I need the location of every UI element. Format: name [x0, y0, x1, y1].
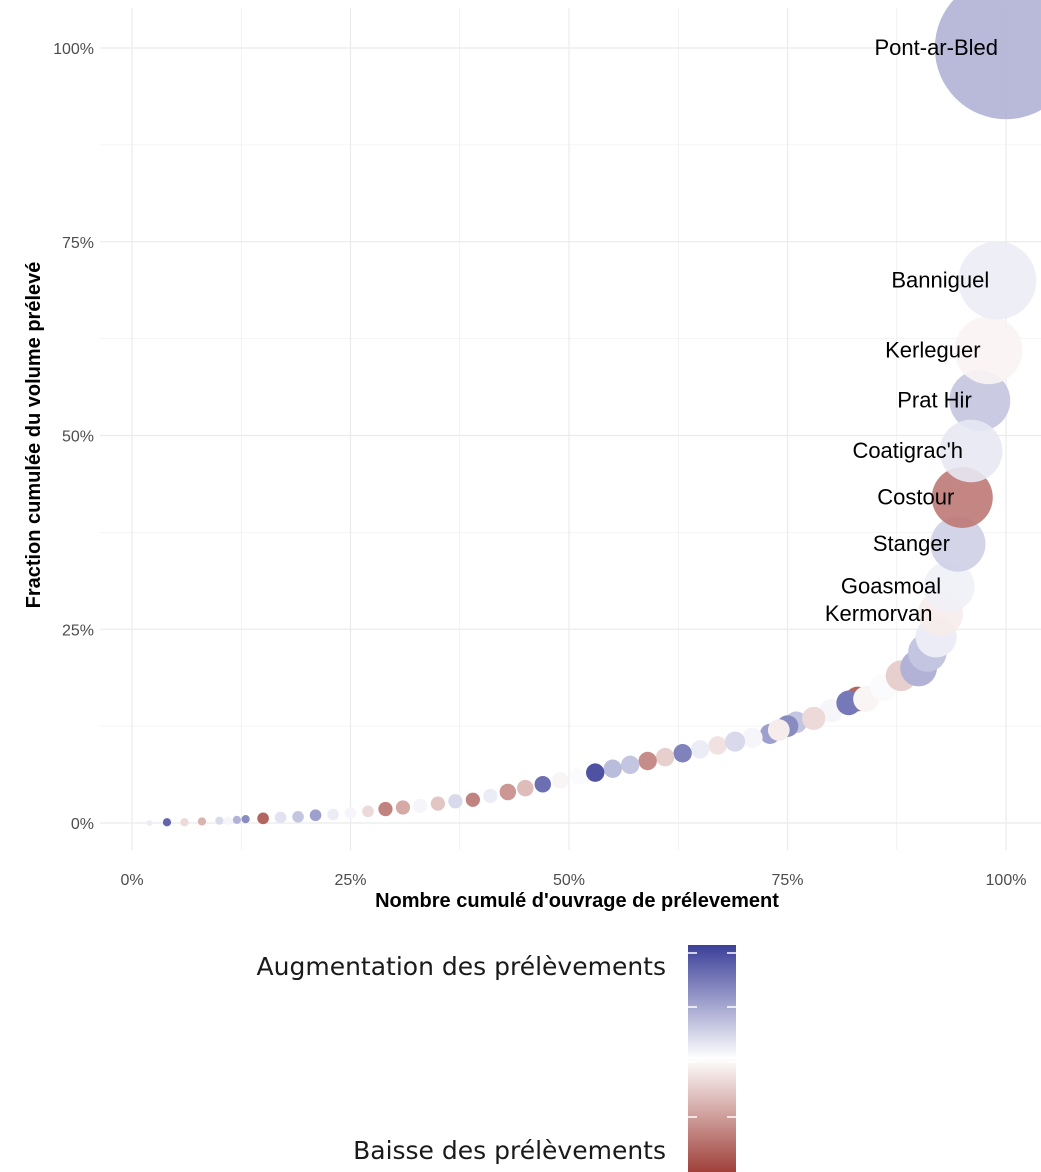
x-axis-title: Nombre cumulé d'ouvrage de prélevement: [375, 890, 779, 912]
data-point: [742, 727, 763, 748]
data-point: [802, 706, 826, 731]
point-coatigrac-h: [939, 419, 1003, 483]
data-point: [673, 744, 692, 763]
data-point: [292, 810, 304, 823]
data-point: [241, 815, 250, 824]
data-point: [224, 816, 233, 825]
y-tick-label: 25%: [62, 622, 94, 639]
data-point: [690, 740, 710, 759]
data-point: [146, 820, 153, 826]
point-banniguel: [958, 241, 1037, 320]
y-axis-title: Fraction cumulée du volume prélevé: [23, 262, 45, 609]
point-stanger: [930, 516, 986, 572]
point-label: Kerleguer: [885, 337, 980, 362]
point-label: Kermorvan: [825, 601, 933, 626]
data-point: [620, 755, 640, 775]
data-point: [197, 817, 207, 826]
data-point: [708, 736, 727, 755]
data-point: [552, 772, 569, 789]
y-tick-label: 50%: [62, 429, 94, 446]
point-pont-ar-bled: [934, 0, 1041, 120]
color-legend-bar: [688, 945, 736, 1172]
data-point: [655, 747, 675, 767]
data-point: [603, 759, 622, 778]
x-tick-label: 0%: [120, 872, 143, 889]
point-label: Goasmoal: [841, 574, 941, 599]
data-point: [180, 818, 189, 827]
x-tick-labels: 0% 25% 50% 75% 100%: [120, 872, 1026, 889]
data-point: [569, 768, 586, 785]
data-point: [465, 792, 480, 807]
point-label: Pont-ar-Bled: [874, 35, 998, 60]
x-tick-label: 75%: [771, 872, 803, 889]
y-tick-label: 0%: [71, 816, 94, 833]
legend-gradient: [688, 945, 736, 1172]
point-label: Prat Hir: [897, 388, 972, 413]
data-point: [309, 809, 322, 822]
y-tick-label: 75%: [62, 235, 94, 252]
data-point: [517, 779, 534, 797]
data-point: [534, 776, 552, 793]
data-point: [232, 815, 241, 825]
legend-high-label: Augmentation des prélèvements: [256, 952, 666, 981]
data-point: [344, 807, 357, 819]
point-kerleguer: [954, 316, 1023, 385]
point-label: Stanger: [873, 531, 950, 556]
data-point: [724, 731, 746, 752]
data-point: [430, 796, 446, 811]
data-point: [767, 719, 790, 741]
legend-low-label: Baisse des prélèvements: [353, 1136, 666, 1165]
y-tick-labels: 0% 25% 50% 75% 100%: [53, 41, 94, 833]
data-point: [215, 816, 224, 825]
data-point: [395, 800, 411, 815]
scatter-chart: Pont-ar-Bled Banniguel Kerleguer Prat Hir Co…: [23, 0, 1041, 912]
data-point: [378, 801, 393, 817]
data-point: [483, 788, 498, 803]
points-layer: [146, 0, 1041, 827]
data-point: [257, 812, 269, 825]
point-costour: [931, 467, 993, 528]
legend-ticks: [688, 952, 736, 1118]
grid: [100, 8, 1041, 850]
data-point: [499, 783, 517, 801]
y-tick-label: 100%: [53, 41, 94, 58]
point-goasmoal: [923, 561, 975, 612]
point-label: Coatigrac'h: [852, 438, 963, 463]
data-point: [448, 794, 463, 809]
x-tick-label: 25%: [334, 872, 366, 889]
data-point: [362, 805, 374, 818]
x-tick-label: 50%: [553, 872, 585, 889]
x-tick-label: 100%: [986, 872, 1027, 889]
data-point: [274, 811, 287, 824]
point-label: Banniguel: [891, 268, 989, 293]
data-point: [162, 818, 172, 827]
data-point: [638, 751, 657, 771]
data-point: [586, 763, 605, 782]
point-label: Costour: [877, 485, 954, 510]
data-point: [327, 808, 339, 821]
data-point: [413, 798, 428, 814]
point-prat-hir: [949, 370, 1011, 432]
point-labels-layer: Pont-ar-Bled Banniguel Kerleguer Prat Hir Co…: [825, 35, 998, 626]
